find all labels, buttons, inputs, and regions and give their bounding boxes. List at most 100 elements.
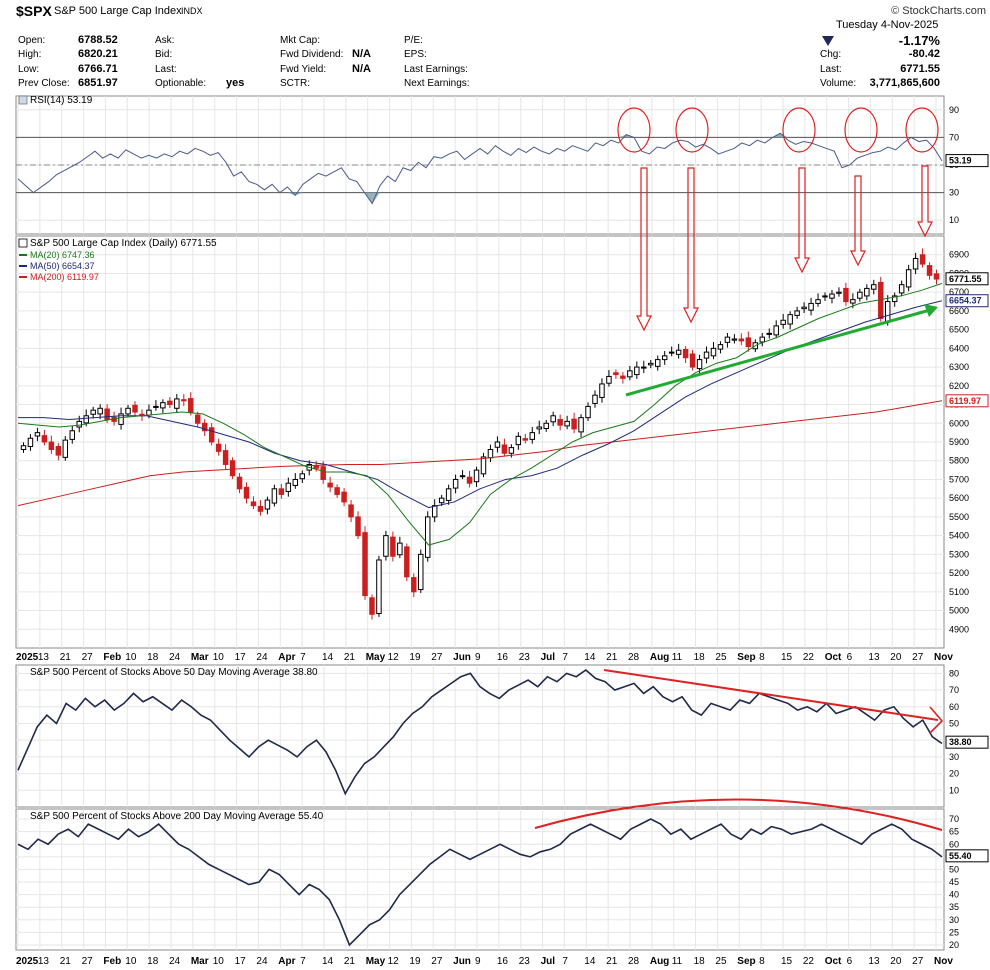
y-tick-label: 10 [949, 785, 959, 795]
price-last-value-box [945, 272, 989, 286]
candle-body [487, 448, 494, 459]
y-tick-label: 5500 [949, 512, 969, 522]
x-tick-label: 16 [497, 956, 509, 967]
y-tick-label: 6900 [949, 250, 969, 260]
candle-body [724, 336, 731, 343]
ma200-line [17, 400, 943, 507]
x-tick-label: 27 [82, 956, 94, 967]
y-tick-label: 6300 [949, 362, 969, 372]
candle-body [696, 359, 703, 370]
candle-body [905, 269, 912, 288]
candle-body [264, 499, 271, 510]
candle-body [843, 287, 849, 303]
y-tick-label: 30 [949, 915, 959, 925]
candle-body [780, 319, 786, 325]
x-tick-label: 13 [38, 956, 50, 967]
candle-body [661, 355, 668, 361]
x-tick-label: 18 [694, 652, 706, 663]
bid-label: Bid: [155, 49, 173, 60]
x-tick-label: 15 [781, 652, 793, 663]
candle-body [627, 370, 633, 378]
candle-body [348, 504, 354, 518]
x-tick-label: 6 [847, 956, 853, 967]
x-tick-label: 8 [759, 652, 765, 663]
y-tick-label: 45 [949, 877, 959, 887]
candle-body [62, 439, 69, 458]
y-tick-label: 70 [949, 132, 959, 142]
candle-body [411, 577, 417, 593]
candle-body [884, 301, 891, 322]
x-tick-label: 18 [147, 956, 159, 967]
x-tick-label: 7 [300, 652, 306, 663]
candle-body [480, 456, 487, 475]
x-tick-label: Feb [103, 652, 121, 663]
annotation-downtrend-arrowhead [929, 706, 944, 734]
y-tick-label: 5000 [949, 606, 969, 616]
candle-body [104, 408, 110, 421]
x-tick-label: 21 [60, 652, 72, 663]
x-tick-label: Jul [541, 956, 556, 967]
annotation-rounding-arc [534, 798, 943, 831]
candle-body [438, 497, 445, 504]
candle-body [620, 375, 626, 379]
x-tick-label: 16 [497, 652, 509, 663]
candle-body [369, 597, 375, 615]
candle-body [675, 349, 682, 355]
candle-body [912, 257, 919, 270]
x-tick-label: Aug [650, 956, 669, 967]
optionable-label: Optionable: [155, 78, 207, 89]
x-tick-label: 24 [256, 652, 268, 663]
y-tick-label: 6200 [949, 381, 969, 391]
x-tick-label: 17 [235, 956, 247, 967]
candle-body [871, 284, 877, 290]
candle-body [76, 420, 82, 428]
panel-title: S&P 500 Large Cap Index (Daily) 6771.55 [30, 238, 217, 249]
candle-body [494, 441, 501, 448]
candle-body [334, 487, 340, 495]
x-tick-label: 25 [715, 956, 727, 967]
candle-body [285, 482, 292, 492]
y-tick-label: 50 [949, 864, 959, 874]
open-value: 6788.52 [78, 34, 118, 46]
candle-body [759, 336, 766, 343]
annotation-uptrend-arrowhead [924, 304, 938, 317]
candle-body [445, 488, 452, 501]
quote-date: Tuesday 4-Nov-2025 [836, 19, 939, 31]
last-label: Last: [820, 64, 842, 75]
high-label: High: [18, 49, 42, 60]
x-tick-label: 21 [606, 652, 618, 663]
candle-body [829, 293, 835, 299]
eps-label: EPS: [404, 49, 427, 60]
candle-body [606, 375, 612, 384]
candle-body [153, 405, 159, 408]
percent-change: -1.17% [898, 33, 940, 48]
candle-body [299, 473, 306, 480]
candle-body [898, 284, 905, 294]
legend-label: MA(20) 6747.36 [30, 250, 95, 260]
x-tick-label: Nov [934, 652, 953, 663]
x-tick-label: Apr [278, 652, 295, 663]
candle-body [745, 337, 752, 347]
brand-logo: © StockCharts.com [891, 5, 986, 17]
x-tick-label: Jun [453, 956, 471, 967]
candle-body [648, 362, 654, 366]
candle-body [243, 486, 250, 499]
x-tick-label: 27 [431, 956, 443, 967]
candle-body [132, 404, 138, 413]
x-tick-label: Sep [737, 652, 755, 663]
x-tick-label: 24 [169, 956, 181, 967]
ma20-line [17, 282, 943, 546]
candle-body [550, 415, 556, 423]
candle-body [794, 310, 800, 316]
candle-body [167, 400, 173, 406]
x-tick-label: 10 [213, 652, 225, 663]
candle-body [327, 482, 333, 488]
annotation-down-arrow [794, 167, 810, 274]
x-tick-label: 9 [475, 956, 481, 967]
y-tick-label: 6500 [949, 325, 969, 335]
pct-above-50dma-line [17, 668, 943, 796]
candle-body [174, 398, 180, 409]
candle-body [703, 351, 710, 359]
candle-body [933, 273, 940, 280]
volume-label: Volume: [820, 78, 857, 89]
